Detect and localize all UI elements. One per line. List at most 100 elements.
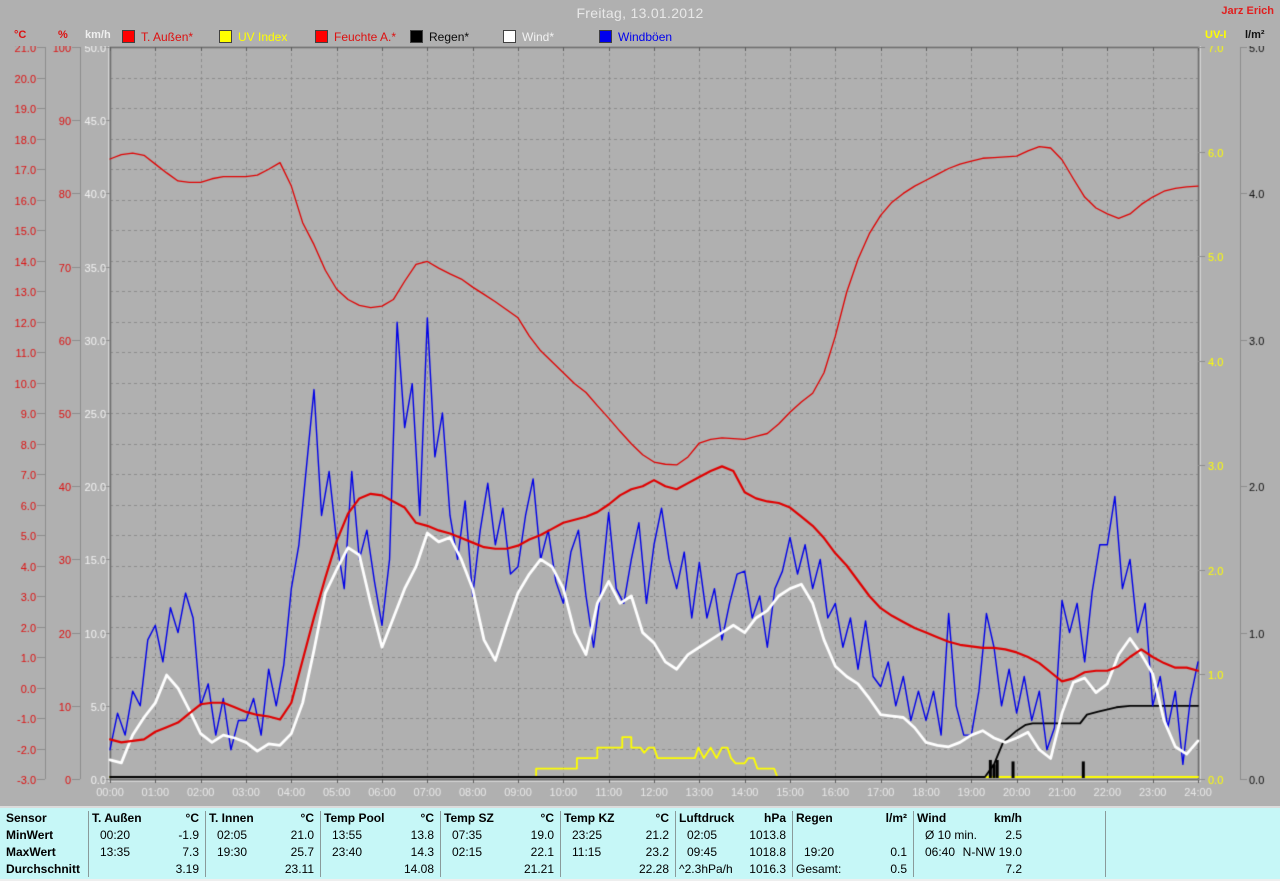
table-column-t-aussen: T. Außen °C 00:20 -1.9 13:35 7.3 3.19 bbox=[88, 810, 205, 879]
min-time: Ø 10 min. bbox=[925, 828, 978, 842]
series-swatch-uv-index bbox=[219, 30, 232, 43]
min-value: 2.5 bbox=[1005, 828, 1022, 842]
min-value: 19.0 bbox=[530, 828, 554, 842]
avg-value: 14.08 bbox=[403, 862, 434, 876]
avg-value: 0.5 bbox=[890, 862, 907, 876]
avg-label: Gesamt: bbox=[796, 862, 842, 876]
avg-value: 21.21 bbox=[523, 862, 554, 876]
table-column-luftdruck: Luftdruck hPa 02:05 1013.8 09:45 1018.8 ^2.… bbox=[675, 810, 792, 879]
max-time: 06:40 bbox=[925, 845, 956, 859]
sensor-name: T. Innen bbox=[209, 811, 254, 825]
avg-label bbox=[440, 861, 452, 878]
series-swatch-feuchte bbox=[315, 30, 328, 43]
window-bottom-edge bbox=[0, 879, 1280, 881]
avg-label: ^2.3hPa/h bbox=[679, 862, 733, 876]
table-column-temp-pool: Temp Pool °C 13:55 13.8 23:40 14.3 14.08 bbox=[320, 810, 440, 879]
min-value: 21.2 bbox=[645, 828, 669, 842]
table-row-label: Sensor bbox=[6, 811, 47, 825]
legend-label: UV Index bbox=[238, 29, 288, 44]
table-separator bbox=[88, 811, 89, 877]
avg-value: 3.19 bbox=[175, 862, 199, 876]
author-name: Jarz Erich bbox=[1221, 5, 1274, 17]
sensor-unit: km/h bbox=[993, 811, 1022, 825]
max-value: 25.7 bbox=[290, 845, 314, 859]
legend-label: Regen* bbox=[429, 29, 470, 44]
table-row-label: MinWert bbox=[6, 828, 54, 842]
axis-header-rain: l/m² bbox=[1245, 29, 1265, 41]
table-separator bbox=[205, 811, 206, 877]
page-title: Freitag, 13.01.2012 bbox=[576, 5, 704, 21]
max-value: 22.1 bbox=[530, 845, 554, 859]
avg-label bbox=[560, 861, 572, 878]
table-separator bbox=[320, 811, 321, 877]
min-time: 23:25 bbox=[572, 828, 603, 842]
min-time bbox=[792, 827, 804, 844]
min-value: 13.8 bbox=[410, 828, 434, 842]
avg-value: 23.11 bbox=[284, 862, 314, 876]
sensor-unit: °C bbox=[540, 811, 554, 825]
legend-item-feuchte: Feuchte A.* bbox=[315, 29, 397, 44]
avg-value: 22.28 bbox=[638, 862, 669, 876]
axis-header-wind: km/h bbox=[85, 29, 111, 41]
max-time: 02:15 bbox=[452, 845, 483, 859]
max-time: 19:20 bbox=[804, 845, 835, 859]
min-time: 13:55 bbox=[332, 828, 363, 842]
legend-label: Feuchte A.* bbox=[334, 29, 397, 44]
avg-value: 1016.3 bbox=[749, 862, 786, 876]
axis-header-uv: UV-I bbox=[1205, 29, 1227, 41]
sensor-name: Regen bbox=[796, 811, 833, 825]
max-value: 1018.8 bbox=[749, 845, 786, 859]
max-time: 19:30 bbox=[217, 845, 248, 859]
max-value: 23.2 bbox=[645, 845, 669, 859]
series-swatch-t-aussen bbox=[122, 30, 135, 43]
avg-label bbox=[320, 861, 332, 878]
legend-item-regen: Regen* bbox=[410, 29, 470, 44]
legend-item-uv-index: UV Index bbox=[219, 29, 288, 44]
sensor-name: Wind bbox=[917, 811, 947, 825]
min-time: 02:05 bbox=[687, 828, 718, 842]
table-row-labels: Sensor MinWert MaxWert Durchschnitt bbox=[6, 810, 86, 879]
max-value: 14.3 bbox=[410, 845, 434, 859]
table-column-regen: Regen l/m² 19:20 0.1 Gesamt: 0.5 bbox=[792, 810, 913, 879]
max-time: 11:15 bbox=[572, 845, 602, 859]
table-column-temp-sz: Temp SZ °C 07:35 19.0 02:15 22.1 21.21 bbox=[440, 810, 560, 879]
table-column-temp-kz: Temp KZ °C 23:25 21.2 11:15 23.2 22.28 bbox=[560, 810, 675, 879]
legend-label: T. Außen* bbox=[141, 29, 194, 44]
series-swatch-windboeen bbox=[599, 30, 612, 43]
series-swatch-regen bbox=[410, 30, 423, 43]
max-value: 0.1 bbox=[890, 845, 907, 859]
sensor-unit: °C bbox=[655, 811, 669, 825]
sensor-unit: °C bbox=[185, 811, 199, 825]
table-row-label: Durchschnitt bbox=[6, 862, 81, 876]
sensor-name: Temp SZ bbox=[444, 811, 494, 825]
max-time: 13:35 bbox=[100, 845, 131, 859]
min-value: 1013.8 bbox=[749, 828, 786, 842]
max-value: N-NW 19.0 bbox=[962, 845, 1022, 859]
sensor-unit: l/m² bbox=[885, 811, 907, 825]
min-time: 02:05 bbox=[217, 828, 248, 842]
series-swatch-wind bbox=[503, 30, 516, 43]
sensor-name: Temp KZ bbox=[564, 811, 615, 825]
avg-label bbox=[88, 861, 100, 878]
min-time: 00:20 bbox=[100, 828, 131, 842]
table-separator bbox=[1105, 811, 1106, 877]
max-value: 7.3 bbox=[182, 845, 199, 859]
table-separator bbox=[440, 811, 441, 877]
table-separator bbox=[560, 811, 561, 877]
avg-label bbox=[205, 861, 217, 878]
table-separator bbox=[675, 811, 676, 877]
min-value: 21.0 bbox=[290, 828, 314, 842]
legend-label: Windböen bbox=[618, 29, 673, 44]
min-time: 07:35 bbox=[452, 828, 483, 842]
sensor-name: Luftdruck bbox=[679, 811, 735, 825]
sensor-unit: °C bbox=[420, 811, 434, 825]
max-time: 23:40 bbox=[332, 845, 363, 859]
sensor-name: Temp Pool bbox=[324, 811, 385, 825]
sensor-unit: hPa bbox=[763, 811, 786, 825]
avg-label bbox=[913, 861, 925, 878]
title-bar: Freitag, 13.01.2012 Jarz Erich bbox=[0, 0, 1280, 24]
statistics-table: Sensor MinWert MaxWert Durchschnitt T. A… bbox=[0, 806, 1280, 881]
legend-label: Wind* bbox=[522, 29, 555, 44]
table-separator bbox=[913, 811, 914, 877]
